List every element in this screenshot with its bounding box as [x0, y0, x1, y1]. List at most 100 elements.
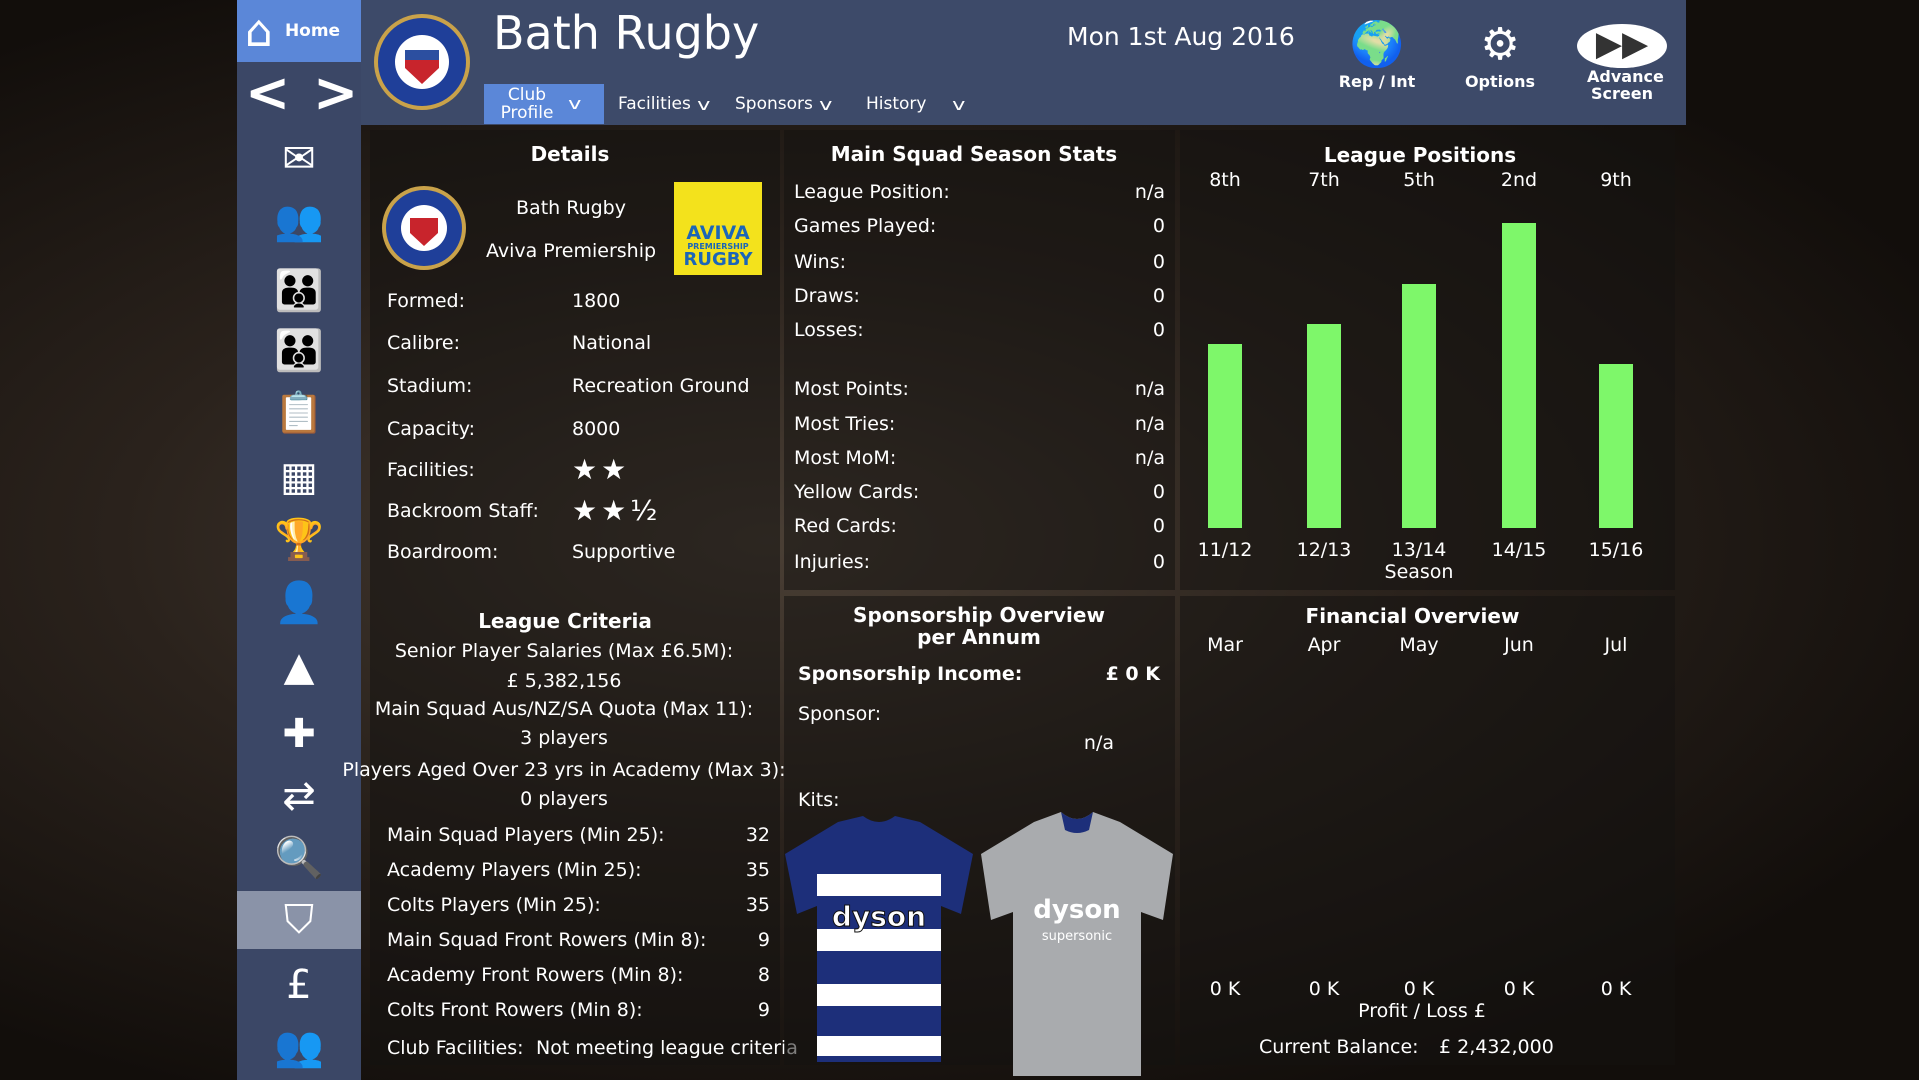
sidebar-item-academy[interactable]: 👪 [274, 267, 324, 314]
sidebar-item-transfers[interactable]: ⇄ [282, 773, 316, 819]
stats-heading: Main Squad Season Stats [830, 142, 1118, 166]
detail-label: Calibre: [387, 332, 461, 354]
chevron-down-icon: v [696, 94, 711, 114]
bar-12/13 [1307, 323, 1341, 528]
criteria-value: 9 [757, 929, 770, 951]
options-button[interactable]: ⚙ Options [1450, 20, 1550, 92]
detail-label: Formed: [387, 290, 466, 312]
detail-label: Boardroom: [387, 541, 499, 563]
sponsorship-heading: Sponsorship Overview per Annum [853, 603, 1105, 649]
chart-title: League Positions [1323, 143, 1517, 167]
stats-panel [784, 130, 1175, 590]
league-name: Aviva Premiership [485, 240, 657, 262]
home-button[interactable]: ⌂ Home [237, 0, 361, 62]
away-kit-image: dyson supersonic [981, 812, 1173, 1076]
sidebar-item-staff[interactable]: 👤 [274, 579, 324, 626]
chevron-down-icon: v [952, 94, 966, 114]
stat-value: n/a [1134, 413, 1165, 435]
sidebar-item-mail[interactable]: ✉ [282, 136, 316, 182]
current-date: Mon 1st Aug 2016 [1067, 22, 1295, 51]
tab-history[interactable]: History v [866, 94, 966, 114]
home-icon: ⌂ [245, 5, 273, 57]
detail-value: 8000 [572, 418, 621, 440]
header: Bath Rugby Club Profile v Facilities v Spo… [361, 0, 1686, 125]
sponsorship-income-label: Sponsorship Income: [798, 663, 1023, 685]
forward-button[interactable]: > [313, 61, 359, 124]
detail-label: Facilities: [387, 459, 475, 481]
criteria-value: 35 [745, 894, 770, 916]
sidebar-item-colts[interactable]: 👪 [274, 327, 324, 374]
sidebar-item-board[interactable]: 👥 [274, 1023, 324, 1070]
details-heading: Details [530, 142, 610, 166]
detail-label: Backroom Staff: [387, 500, 539, 522]
detail-value: National [572, 332, 652, 354]
stat-value: 0 [1152, 285, 1165, 307]
month-label: May [1399, 634, 1439, 656]
financial-heading: Financial Overview [1305, 604, 1520, 628]
stat-value: n/a [1134, 447, 1165, 469]
sidebar-item-trophy[interactable]: 🏆 [274, 516, 324, 563]
league-criteria-heading: League Criteria [478, 609, 652, 633]
criteria-line: Senior Player Salaries (Max £6.5M): [394, 640, 734, 662]
details-panel [370, 130, 780, 1065]
bar-13/14 [1402, 283, 1436, 528]
profit-loss-value: 0 K [1403, 978, 1435, 1000]
position-label: 7th [1308, 169, 1340, 191]
month-label: Jul [1604, 634, 1628, 656]
stat-label: Most Points: [794, 378, 909, 400]
stat-label: Wins: [794, 251, 846, 273]
financial-panel [1180, 596, 1675, 1065]
sidebar-item-club-shield[interactable]: ⛉ [237, 891, 361, 949]
sidebar-item-scouting[interactable]: 🔍 [274, 834, 324, 881]
sidebar-item-finance[interactable]: £ [286, 962, 312, 1008]
detail-label: Capacity: [387, 418, 476, 440]
month-label: Mar [1207, 634, 1243, 656]
advance-screen-button[interactable]: ▶▶ Advance Screen [1572, 24, 1672, 102]
sponsor-value: n/a [1083, 732, 1114, 754]
club-name: Bath Rugby [516, 197, 626, 219]
tab-sponsors[interactable]: Sponsors v [735, 94, 833, 114]
home-kit-image: dyson [785, 816, 973, 1062]
tab-club-profile[interactable]: Club Profile v [484, 84, 604, 124]
stat-label: League Position: [794, 181, 950, 203]
criteria-label: Main Squad Front Rowers (Min 8): [387, 929, 707, 951]
profit-loss-label: Profit / Loss £ [1358, 1000, 1486, 1022]
position-label: 2nd [1500, 169, 1538, 191]
svg-text:supersonic: supersonic [1042, 929, 1112, 944]
criteria-label: Academy Front Rowers (Min 8): [387, 964, 684, 986]
profit-loss-value: 0 K [1209, 978, 1241, 1000]
sidebar: ⌂ Home < > ✉ 👥 👪 👪 📋 ▦ 🏆 👤 ▲ ✚ ⇄ 🔍 ⛉ £ 👥 [237, 0, 361, 1080]
home-label: Home [284, 21, 341, 41]
stat-label: Draws: [794, 285, 860, 307]
sidebar-item-medical[interactable]: ✚ [282, 711, 316, 757]
criteria-line: 0 players [520, 788, 608, 810]
criteria-label: Main Squad Players (Min 25): [387, 824, 665, 846]
stat-value: 0 [1152, 251, 1165, 273]
sidebar-item-training-cone[interactable]: ▲ [283, 644, 315, 690]
stat-label: Red Cards: [794, 515, 897, 537]
rep-int-button[interactable]: 🌍 Rep / Int [1327, 20, 1427, 92]
stat-label: Yellow Cards: [794, 481, 920, 503]
criteria-value: 9 [757, 999, 770, 1021]
star-rating: ★★ [572, 453, 631, 486]
back-button[interactable]: < [245, 61, 291, 124]
stat-label: Injuries: [794, 551, 871, 573]
criteria-label: Academy Players (Min 25): [387, 859, 642, 881]
detail-value: Recreation Ground [572, 375, 750, 397]
stat-value: n/a [1134, 378, 1165, 400]
criteria-line: Players Aged Over 23 yrs in Academy (Max… [342, 759, 786, 781]
sidebar-item-calendar[interactable]: ▦ [280, 454, 318, 500]
position-label: 8th [1209, 169, 1241, 191]
sidebar-item-squad[interactable]: 👥 [274, 197, 324, 244]
home-kit-sponsor-text: dyson [832, 900, 926, 933]
stat-value: 0 [1152, 319, 1165, 341]
bar-14/15 [1502, 222, 1536, 528]
kits-label: Kits: [798, 789, 840, 811]
criteria-value: 32 [745, 824, 770, 846]
current-balance-value: £ 2,432,000 [1439, 1036, 1554, 1058]
criteria-value: 8 [757, 964, 770, 986]
profit-loss-value: 0 K [1503, 978, 1535, 1000]
tab-facilities[interactable]: Facilities v [618, 94, 711, 114]
sidebar-item-tactics[interactable]: 📋 [274, 389, 324, 436]
position-label: 5th [1403, 169, 1435, 191]
